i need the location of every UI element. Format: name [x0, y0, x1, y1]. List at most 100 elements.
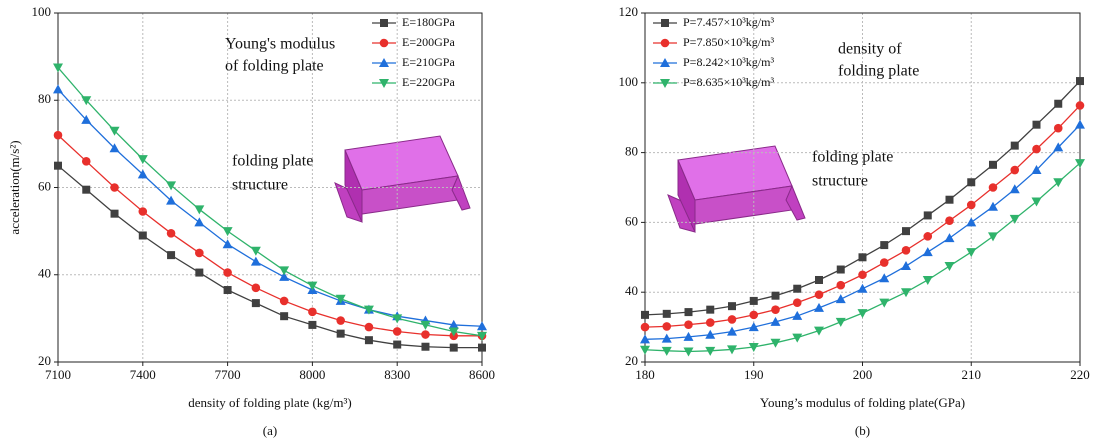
marker [793, 298, 802, 307]
y-tick-label: 100 [32, 4, 52, 19]
marker [195, 269, 203, 277]
marker [879, 299, 889, 308]
marker [684, 320, 693, 329]
caption: (b) [855, 423, 870, 438]
marker [194, 205, 204, 214]
marker [792, 311, 802, 320]
legend-label: E=220GPa [402, 75, 455, 89]
marker [641, 323, 650, 332]
marker [706, 318, 715, 327]
x-tick-label: 8600 [469, 367, 495, 382]
marker [902, 227, 910, 235]
marker [750, 297, 758, 305]
y-tick-label: 100 [619, 74, 639, 89]
marker [223, 268, 232, 277]
marker [336, 316, 345, 325]
marker [308, 321, 316, 329]
plate-illustration [335, 136, 470, 222]
y-tick-label: 80 [38, 91, 51, 106]
marker [661, 39, 670, 48]
marker [111, 210, 119, 218]
x-tick-label: 8000 [299, 367, 325, 382]
plate-illustration [668, 146, 805, 232]
marker [167, 251, 175, 259]
marker [421, 330, 430, 339]
y-tick-label: 60 [38, 178, 51, 193]
marker [858, 284, 868, 293]
marker [380, 39, 389, 48]
marker [1032, 197, 1042, 206]
marker [1076, 101, 1085, 110]
caption: (a) [263, 423, 277, 438]
marker [880, 258, 889, 267]
marker [478, 344, 486, 352]
marker [1075, 120, 1085, 129]
marker [54, 131, 63, 140]
annotation: density of [838, 41, 902, 58]
marker [989, 161, 997, 169]
x-tick-label: 7400 [130, 367, 156, 382]
figure: 20406080100710074007700800083008600E=180… [0, 0, 1102, 443]
marker [393, 327, 402, 336]
series-line [58, 89, 482, 326]
marker [1054, 124, 1063, 133]
x-tick-label: 220 [1070, 367, 1090, 382]
marker [967, 178, 975, 186]
marker [252, 299, 260, 307]
marker [450, 344, 458, 352]
legend-label: P=8.242×10³kg/m³ [683, 55, 774, 69]
marker [337, 330, 345, 338]
marker [167, 229, 176, 238]
marker [945, 233, 955, 242]
y-tick-label: 40 [38, 266, 51, 281]
marker [859, 253, 867, 261]
marker [307, 282, 317, 291]
x-tick-label: 190 [744, 367, 764, 382]
marker [685, 308, 693, 316]
marker [280, 312, 288, 320]
marker [815, 290, 824, 299]
marker [945, 262, 955, 271]
legend-label: P=7.457×10³kg/m³ [683, 15, 774, 29]
annotation: structure [812, 173, 868, 190]
marker [279, 266, 289, 275]
marker [421, 343, 429, 351]
marker [814, 303, 824, 312]
y-tick-label: 20 [38, 353, 51, 368]
marker [139, 231, 147, 239]
marker [988, 232, 998, 241]
y-tick-label: 20 [625, 353, 638, 368]
marker [280, 297, 289, 306]
marker [706, 306, 714, 314]
marker [194, 217, 204, 226]
legend-label: E=210GPa [402, 55, 455, 69]
marker [858, 270, 867, 279]
marker [224, 286, 232, 294]
x-axis-title: density of folding plate (kg/m³) [188, 395, 351, 410]
marker [82, 186, 90, 194]
marker [641, 311, 649, 319]
x-tick-label: 200 [853, 367, 873, 382]
marker [923, 276, 933, 285]
marker [663, 310, 671, 318]
x-tick-label: 7100 [45, 367, 71, 382]
marker [380, 19, 388, 27]
legend-label: P=7.850×10³kg/m³ [683, 35, 774, 49]
marker [251, 257, 261, 266]
marker [815, 276, 823, 284]
annotation: structure [232, 177, 288, 194]
marker [251, 247, 261, 256]
marker [1054, 100, 1062, 108]
marker [1010, 166, 1019, 175]
marker [308, 308, 317, 317]
marker [836, 281, 845, 290]
marker [879, 273, 889, 282]
marker [252, 284, 261, 293]
marker [662, 322, 671, 331]
marker [771, 305, 780, 314]
marker [53, 84, 63, 93]
y-tick-label: 40 [625, 283, 638, 298]
marker [880, 241, 888, 249]
marker [54, 162, 62, 170]
marker [661, 19, 669, 27]
